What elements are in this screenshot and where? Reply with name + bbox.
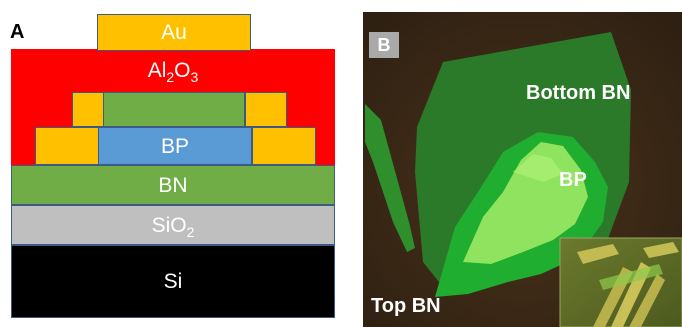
au-upper-right-contact [245, 92, 287, 127]
bp-layer: BP [98, 127, 252, 165]
bp-label: BP [160, 134, 189, 158]
panel-b-letter: B [369, 32, 399, 58]
panel-b-micrograph: B Bottom BN BP Top BN [363, 12, 682, 327]
top-bn-layer [103, 92, 245, 127]
left-bn-strip [365, 104, 415, 252]
bn-label: BN [158, 173, 188, 197]
sio2-layer: SiO2 [11, 205, 335, 245]
au-left-contact [35, 127, 99, 165]
panel-a-cross-section: A Al2O3 Au BP BN SiO2 Si [10, 14, 335, 318]
au-right-contact [252, 127, 316, 165]
bn-layer: BN [11, 165, 335, 205]
panel-a-letter: A [10, 21, 25, 43]
au-upper-left-contact [72, 92, 104, 127]
si-label: Si [163, 270, 183, 293]
bp-highlight [513, 154, 563, 182]
au-top-contact: Au [97, 14, 251, 51]
au-label: Au [161, 21, 187, 44]
micrograph-image [363, 12, 682, 327]
si-layer: Si [11, 245, 335, 318]
sio2-label: SiO2 [151, 213, 195, 240]
bp-micro-label: BP [559, 169, 587, 191]
bottom-bn-label: Bottom BN [526, 82, 631, 104]
top-bn-label: Top BN [371, 295, 441, 317]
al2o3-label: Al2O3 [147, 59, 199, 85]
device-inset [559, 237, 682, 327]
